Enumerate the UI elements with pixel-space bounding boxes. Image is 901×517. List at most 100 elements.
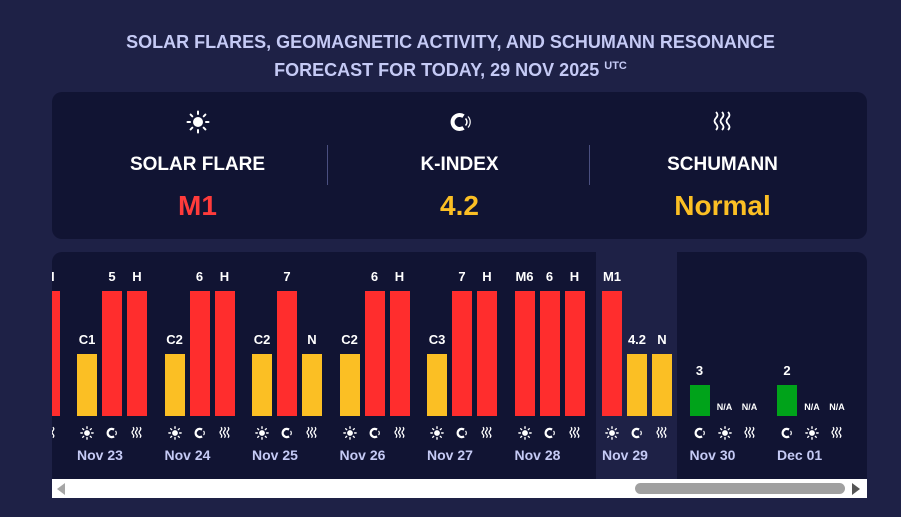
wave-icon [478, 426, 496, 440]
history-na-label: N/A [829, 402, 845, 412]
history-bar-label: C1 [78, 332, 96, 347]
history-na-label: N/A [804, 402, 820, 412]
wave-icon [216, 426, 234, 440]
history-bar-label: C2 [341, 332, 358, 347]
history-day-label: Nov 23 [77, 447, 123, 463]
history-bar-label: C2 [166, 332, 183, 347]
history-bar-label: H [52, 269, 70, 284]
history-bar-k-index [689, 385, 710, 416]
history-bar-k-index [539, 291, 560, 416]
summary-panel: SOLAR FLARE M1 K-INDEX 4.2 SCHUMANN Norm… [52, 92, 867, 239]
history-bar-label: 6 [545, 269, 554, 284]
solar-flare-label: SOLAR FLARE [129, 154, 266, 175]
history-bar-label: 4.2 [627, 332, 647, 347]
history-bar-label: M6 [515, 269, 534, 284]
history-bar-label: N [657, 332, 667, 347]
scroll-right-arrow-icon[interactable] [852, 483, 860, 495]
history-bar-label: C3 [428, 332, 446, 347]
history-bar-schumann [477, 291, 497, 416]
history-bar-label: N [307, 332, 317, 347]
summary-divider [589, 145, 590, 185]
wave-icon [128, 426, 146, 440]
history-bar-schumann [52, 291, 60, 416]
history-bar-solar-flare [77, 354, 97, 416]
history-bar-solar-flare [339, 354, 360, 416]
history-bar-solar-flare [252, 354, 272, 416]
magnet-icon [541, 426, 559, 440]
scroll-left-arrow-icon[interactable] [57, 483, 65, 495]
magnet-icon [191, 426, 209, 440]
history-bar-k-index [277, 291, 297, 416]
title-line-2: FORECAST FOR TODAY, 29 NOV 2025 UTC [0, 54, 901, 82]
sun-icon [166, 426, 184, 440]
summary-solar-flare: SOLAR FLARE M1 [62, 92, 333, 239]
sun-icon [78, 426, 96, 440]
magnet-icon [278, 426, 296, 440]
history-bar-k-index [364, 291, 385, 416]
history-bar-label: 5 [108, 269, 116, 284]
summary-k-index: K-INDEX 4.2 [324, 92, 595, 239]
history-bar-label: M1 [602, 269, 622, 284]
summary-divider [327, 145, 328, 185]
summary-schumann: SCHUMANN Normal [587, 92, 858, 239]
schumann-value: Normal [674, 190, 771, 221]
sun-icon [428, 426, 446, 440]
history-bar-solar-flare [164, 354, 185, 416]
history-bar-label: 7 [458, 269, 466, 284]
magnet-icon [324, 110, 595, 134]
history-bar-solar-flare [602, 291, 622, 416]
history-bar-solar-flare [427, 354, 447, 416]
history-bar-label: 7 [283, 269, 291, 284]
history-bar-k-index [102, 291, 122, 416]
sun-icon [716, 426, 734, 440]
wave-icon [52, 426, 59, 440]
history-bar-schumann [389, 291, 410, 416]
history-bar-schumann [127, 291, 147, 416]
history-bar-solar-flare [514, 291, 535, 416]
history-bar-label: H [569, 269, 580, 284]
history-na-label: N/A [716, 402, 733, 412]
history-bar-k-index [627, 354, 647, 416]
schumann-label: SCHUMANN [667, 154, 778, 175]
magnet-icon [628, 426, 646, 440]
sun-icon [253, 426, 271, 440]
wave-icon [828, 426, 846, 440]
history-bar-label: 6 [195, 269, 204, 284]
history-day-label: Nov 30 [689, 447, 736, 463]
history-na-label: N/A [741, 402, 758, 412]
history-bar-label: H [132, 269, 142, 284]
history-bar-label: 6 [370, 269, 379, 284]
history-bar-k-index [189, 291, 210, 416]
history-bar-schumann [302, 354, 322, 416]
scroll-thumb[interactable] [635, 483, 845, 494]
wave-icon [303, 426, 321, 440]
history-day-label: Dec 01 [777, 447, 823, 463]
magnet-icon [691, 426, 709, 440]
title-utc: UTC [604, 60, 627, 72]
sun-icon [803, 426, 821, 440]
history-bar-label: 3 [695, 363, 704, 378]
sun-icon [603, 426, 621, 440]
history-day-label: Nov 25 [252, 447, 298, 463]
history-bar-k-index [777, 385, 797, 416]
k-index-label: K-INDEX [420, 154, 499, 175]
history-day-label: Nov 29 [602, 447, 648, 463]
magnet-icon [366, 426, 384, 440]
history-bar-label: 2 [783, 363, 791, 378]
history-bar-label: H [219, 269, 230, 284]
solar-flare-value: M1 [178, 190, 217, 221]
history-bar-label: H [482, 269, 492, 284]
history-day-label: Nov 24 [164, 447, 211, 463]
wave-icon [653, 426, 671, 440]
history-bar-schumann [564, 291, 585, 416]
magnet-icon [103, 426, 121, 440]
wave-icon [391, 426, 409, 440]
horizontal-scrollbar[interactable] [52, 479, 867, 498]
wave-icon [741, 426, 759, 440]
history-bar-k-index [452, 291, 472, 416]
magnet-icon [453, 426, 471, 440]
sun-icon [341, 426, 359, 440]
title-date: FORECAST FOR TODAY, 29 NOV 2025 [274, 60, 600, 80]
history-bar-schumann [214, 291, 235, 416]
